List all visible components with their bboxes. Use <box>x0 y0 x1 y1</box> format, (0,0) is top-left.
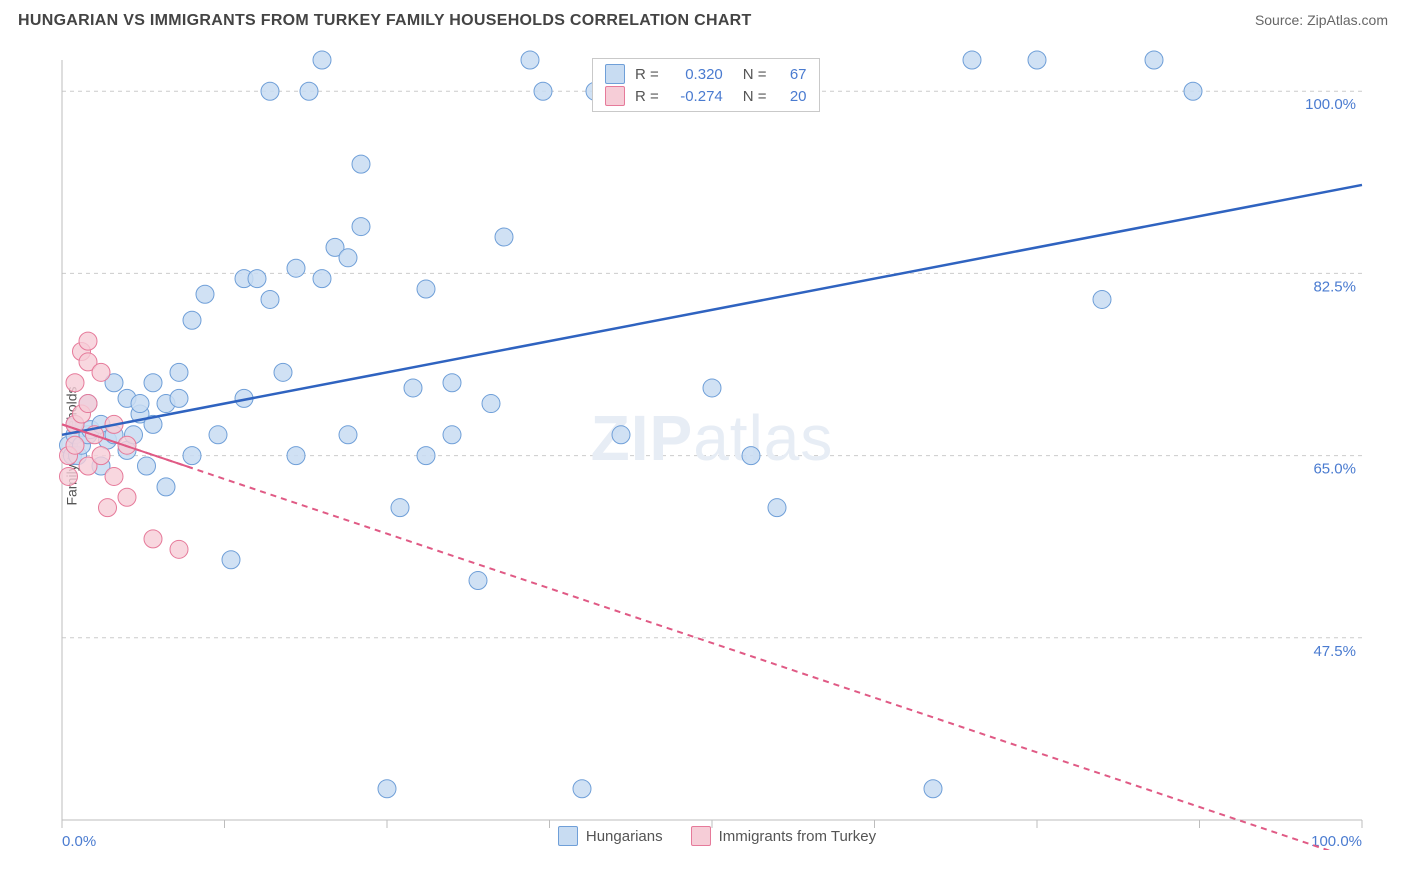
svg-text:100.0%: 100.0% <box>1305 96 1356 113</box>
correlation-stats-box: R = 0.320 N = 67 R = -0.274 N = 20 <box>592 58 820 112</box>
stats-r-label: R = <box>635 88 659 105</box>
legend-label-turkey: Immigrants from Turkey <box>719 828 877 845</box>
stats-row-hungarians: R = 0.320 N = 67 <box>593 63 819 85</box>
stats-swatch <box>605 64 625 84</box>
scatter-svg: 47.5%65.0%82.5%100.0%0.0%100.0%ZIPatlas <box>52 40 1382 850</box>
legend-item-turkey: Immigrants from Turkey <box>691 826 877 846</box>
plot-area: 47.5%65.0%82.5%100.0%0.0%100.0%ZIPatlas … <box>52 40 1382 850</box>
legend-swatch-hungarians <box>558 826 578 846</box>
svg-text:47.5%: 47.5% <box>1313 643 1356 660</box>
chart-source: Source: ZipAtlas.com <box>1255 12 1388 28</box>
chart-title: HUNGARIAN VS IMMIGRANTS FROM TURKEY FAMI… <box>18 12 752 30</box>
stats-n-label: N = <box>743 88 767 105</box>
legend-label-hungarians: Hungarians <box>586 828 663 845</box>
stats-n-label: N = <box>743 66 767 83</box>
stats-n-value: 20 <box>777 88 807 105</box>
stats-row-immigrants_turkey: R = -0.274 N = 20 <box>593 85 819 107</box>
svg-text:65.0%: 65.0% <box>1313 461 1356 478</box>
legend-swatch-turkey <box>691 826 711 846</box>
stats-r-value: -0.274 <box>669 88 723 105</box>
chart-header: HUNGARIAN VS IMMIGRANTS FROM TURKEY FAMI… <box>18 12 1388 30</box>
stats-r-label: R = <box>635 66 659 83</box>
legend-item-hungarians: Hungarians <box>558 826 663 846</box>
stats-swatch <box>605 86 625 106</box>
svg-text:82.5%: 82.5% <box>1313 278 1356 295</box>
bottom-legend: Hungarians Immigrants from Turkey <box>52 826 1382 846</box>
stats-r-value: 0.320 <box>669 66 723 83</box>
stats-n-value: 67 <box>777 66 807 83</box>
